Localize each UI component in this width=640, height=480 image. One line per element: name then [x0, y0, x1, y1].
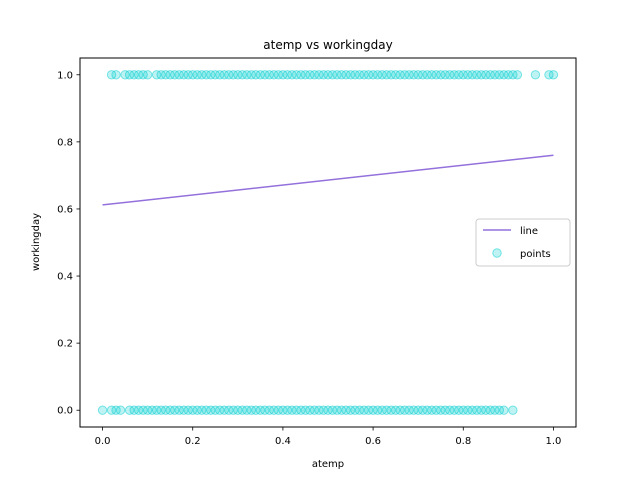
y-tick-label: 0.2 [57, 339, 73, 350]
scatter-point [115, 405, 126, 415]
legend-point-swatch [492, 248, 502, 258]
chart-title: atemp vs workingday [263, 38, 392, 52]
scatter-point [97, 405, 108, 415]
y-tick-label: 0.4 [57, 272, 73, 283]
legend-label-line: line [520, 226, 538, 237]
scatter-point [142, 70, 153, 80]
legend-label-points: points [520, 249, 551, 260]
y-tick-label: 1.0 [57, 70, 73, 81]
x-tick-label: 0.2 [185, 436, 201, 447]
scatter-point [548, 70, 559, 80]
regression-line [102, 154, 554, 206]
y-axis-label: workingday [31, 213, 42, 271]
x-axis: 0.0 0.2 0.4 0.6 0.8 1.0 [95, 427, 562, 447]
scatter-point [508, 405, 518, 415]
x-tick-label: 0.4 [275, 436, 291, 447]
x-tick-label: 0.8 [455, 436, 471, 447]
x-tick-label: 0.0 [95, 436, 111, 447]
plot-area [97, 70, 559, 415]
scatter-point [530, 70, 541, 80]
x-tick-label: 1.0 [546, 436, 562, 447]
legend: line points [475, 218, 571, 267]
axes-frame [79, 57, 577, 428]
y-axis: 0.0 0.2 0.4 0.6 0.8 1.0 [57, 70, 80, 417]
scatter-point [512, 70, 523, 80]
y-tick-label: 0.0 [57, 406, 73, 417]
x-axis-label: atemp [312, 459, 344, 470]
scatter-point [499, 405, 509, 415]
y-tick-label: 0.8 [57, 137, 73, 148]
y-tick-label: 0.6 [57, 204, 73, 215]
scatter-point [111, 70, 121, 80]
x-tick-label: 0.6 [365, 436, 381, 447]
